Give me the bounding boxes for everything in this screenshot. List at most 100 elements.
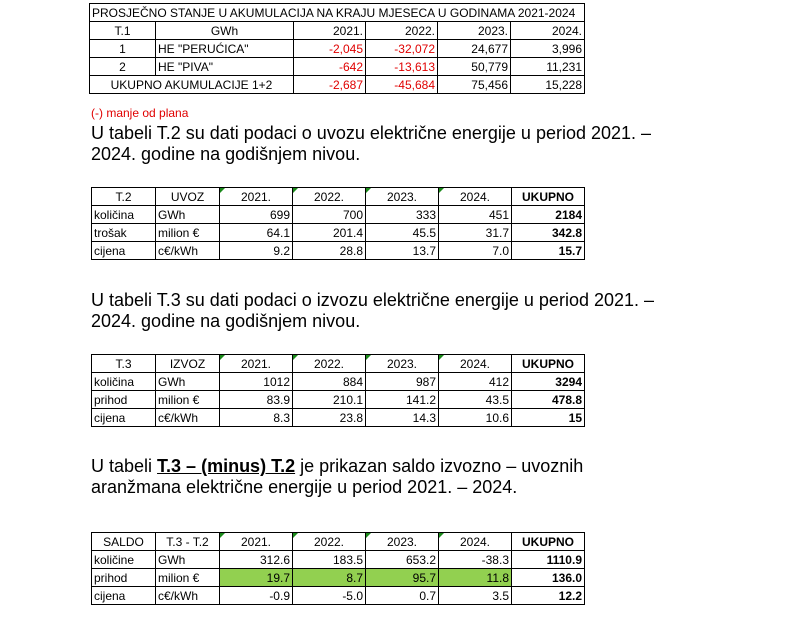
header-cell: 2024. xyxy=(438,354,512,373)
total-cell: 75,456 xyxy=(437,75,511,94)
table-row: količine GWh 312.6 183.5 653.2 -38.3 111… xyxy=(91,550,585,569)
header-cell: T.2 xyxy=(91,187,156,206)
row-unit: milion € xyxy=(155,568,220,587)
header-cell: SALDO xyxy=(91,532,156,551)
value-cell: 24,677 xyxy=(437,39,511,58)
value-cell: 884 xyxy=(292,372,366,391)
total-cell: 478.8 xyxy=(511,390,585,409)
value-cell: 9.2 xyxy=(219,241,293,260)
value-cell: 700 xyxy=(292,205,366,224)
value-cell: -642 xyxy=(293,57,366,76)
row-label: trošak xyxy=(91,223,156,242)
table-header-row: T.3 IZVOZ 2021. 2022. 2023. 2024. UKUPNO xyxy=(91,354,585,373)
value-cell: 141.2 xyxy=(365,390,439,409)
total-cell: 136.0 xyxy=(511,568,585,587)
total-cell: -2,687 xyxy=(293,75,366,94)
total-cell: 1110.9 xyxy=(511,550,585,569)
header-cell: T.1 xyxy=(89,21,156,40)
header-cell: 2022. xyxy=(365,21,438,40)
table-row: 2 HE "PIVA" -642 -13,613 50,779 11,231 xyxy=(89,57,586,76)
table-header-row: T.2 UVOZ 2021. 2022. 2023. 2024. UKUPNO xyxy=(91,187,585,206)
value-cell: 11,231 xyxy=(509,57,586,76)
value-cell: 451 xyxy=(438,205,512,224)
row-label: prihod xyxy=(91,568,156,587)
value-cell: 23.8 xyxy=(292,408,366,427)
table-header-row: T.1 GWh 2021. 2022. 2023. 2024. xyxy=(89,21,586,40)
total-cell: -45,684 xyxy=(365,75,438,94)
value-cell: 333 xyxy=(365,205,439,224)
table-row: 1 HE "PERUĆICA" -2,045 -32,072 24,677 3,… xyxy=(89,39,586,58)
header-cell: UKUPNO xyxy=(511,187,585,206)
value-cell: 210.1 xyxy=(292,390,366,409)
value-cell: -13,613 xyxy=(365,57,438,76)
total-cell: 2184 xyxy=(511,205,585,224)
value-cell: 183.5 xyxy=(292,550,366,569)
value-cell: 653.2 xyxy=(365,550,439,569)
row-unit: GWh xyxy=(155,205,220,224)
paragraph-import: U tabeli T.2 su dati podaci o uvozu elek… xyxy=(91,123,652,164)
total-label: UKUPNO AKUMULACIJE 1+2 xyxy=(89,75,294,94)
header-cell: 2022. xyxy=(292,187,366,206)
value-cell: 31.7 xyxy=(438,223,512,242)
header-cell: 2023. xyxy=(437,21,511,40)
row-unit: c€/kWh xyxy=(155,241,220,260)
value-cell: -5.0 xyxy=(292,586,366,605)
row-number: 1 xyxy=(89,39,156,58)
value-cell: 43.5 xyxy=(438,390,512,409)
value-cell: 64.1 xyxy=(219,223,293,242)
total-cell: 342.8 xyxy=(511,223,585,242)
value-cell: -0.9 xyxy=(219,586,293,605)
table-saldo: SALDO T.3 - T.2 2021. 2022. 2023. 2024. … xyxy=(91,532,585,605)
value-cell: 1012 xyxy=(219,372,293,391)
value-cell-highlighted: 95.7 xyxy=(365,568,439,587)
row-unit: c€/kWh xyxy=(155,586,220,605)
table-t1: PROSJEČNO STANJE U AKUMULACIJA NA KRAJU … xyxy=(88,3,586,94)
header-cell: 2024. xyxy=(509,21,586,40)
value-cell: 83.9 xyxy=(219,390,293,409)
row-unit: GWh xyxy=(155,372,220,391)
row-name: HE "PIVA" xyxy=(155,57,294,76)
value-cell: 3,996 xyxy=(509,39,586,58)
row-label: cijena xyxy=(91,408,156,427)
paragraph-saldo-highlight: T.3 – (minus) T.2 xyxy=(157,456,296,476)
value-cell: 7.0 xyxy=(438,241,512,260)
total-cell: 15,228 xyxy=(509,75,586,94)
header-cell: 2023. xyxy=(365,354,439,373)
value-cell: -2,045 xyxy=(293,39,366,58)
row-unit: GWh xyxy=(155,550,220,569)
paragraph-export: U tabeli T.3 su dati podaci o izvozu ele… xyxy=(91,290,655,331)
header-cell: GWh xyxy=(155,21,294,40)
value-cell: 0.7 xyxy=(365,586,439,605)
value-cell: 14.3 xyxy=(365,408,439,427)
header-cell: IZVOZ xyxy=(155,354,220,373)
total-cell: 15.7 xyxy=(511,241,585,260)
table-row: količina GWh 1012 884 987 412 3294 xyxy=(91,372,585,391)
table-row: trošak milion € 64.1 201.4 45.5 31.7 342… xyxy=(91,223,585,242)
header-cell: 2022. xyxy=(292,354,366,373)
table-total-row: UKUPNO AKUMULACIJE 1+2 -2,687 -45,684 75… xyxy=(89,75,586,94)
header-cell: UVOZ xyxy=(155,187,220,206)
header-cell: 2021. xyxy=(293,21,366,40)
row-label: prihod xyxy=(91,390,156,409)
row-unit: milion € xyxy=(155,390,220,409)
table-row: količina GWh 699 700 333 451 2184 xyxy=(91,205,585,224)
table-row: prihod milion € 83.9 210.1 141.2 43.5 47… xyxy=(91,390,585,409)
header-cell: 2024. xyxy=(438,532,512,551)
header-cell: 2023. xyxy=(365,187,439,206)
value-cell: -32,072 xyxy=(365,39,438,58)
value-cell: 201.4 xyxy=(292,223,366,242)
value-cell: 50,779 xyxy=(437,57,511,76)
value-cell: 8.3 xyxy=(219,408,293,427)
value-cell: 3.5 xyxy=(438,586,512,605)
value-cell: 13.7 xyxy=(365,241,439,260)
table-row: cijena c€/kWh -0.9 -5.0 0.7 3.5 12.2 xyxy=(91,586,585,605)
table-t2: T.2 UVOZ 2021. 2022. 2023. 2024. UKUPNO … xyxy=(91,187,585,260)
row-label: cijena xyxy=(91,586,156,605)
value-cell-highlighted: 8.7 xyxy=(292,568,366,587)
row-label: količina xyxy=(91,372,156,391)
value-cell: 412 xyxy=(438,372,512,391)
header-cell: 2021. xyxy=(219,532,293,551)
row-unit: milion € xyxy=(155,223,220,242)
value-cell: 28.8 xyxy=(292,241,366,260)
paragraph-saldo-suffix: je prikazan saldo izvozno – uvoznih aran… xyxy=(91,456,584,497)
